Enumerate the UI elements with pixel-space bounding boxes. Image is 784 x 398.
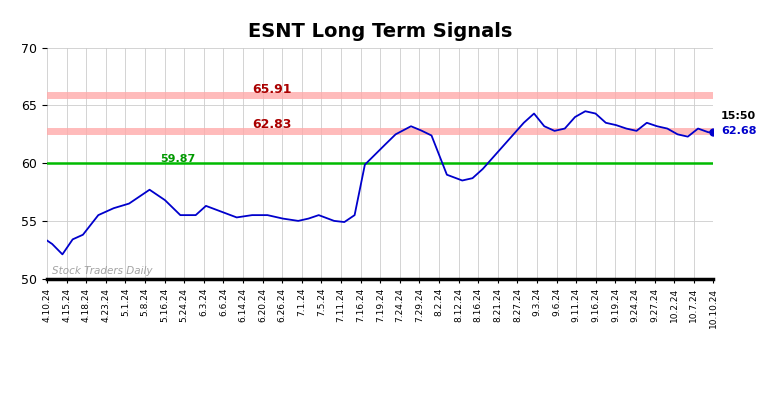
Text: 59.87: 59.87 [160,154,195,164]
Text: 62.68: 62.68 [721,126,757,137]
Text: 15:50: 15:50 [721,111,757,121]
Text: 62.83: 62.83 [252,118,292,131]
Text: 65.91: 65.91 [252,83,292,96]
Title: ESNT Long Term Signals: ESNT Long Term Signals [248,21,513,41]
Text: Stock Traders Daily: Stock Traders Daily [53,266,153,276]
